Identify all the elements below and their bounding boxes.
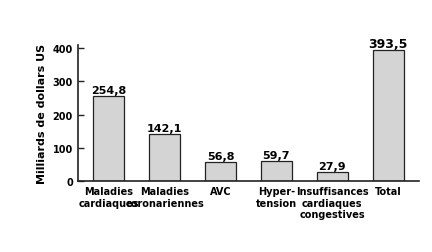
Y-axis label: Milliards de dollars US: Milliards de dollars US	[37, 44, 47, 183]
Bar	[205, 163, 236, 181]
Text: 27,9: 27,9	[318, 161, 346, 171]
Text: 56,8: 56,8	[206, 152, 234, 162]
Text: 393,5: 393,5	[368, 37, 408, 50]
Text: 142,1: 142,1	[147, 123, 182, 133]
Bar	[317, 172, 348, 181]
Bar	[261, 162, 292, 181]
Text: 59,7: 59,7	[263, 151, 290, 161]
Bar	[373, 51, 403, 181]
Text: 254,8: 254,8	[91, 86, 126, 96]
Bar	[93, 97, 124, 181]
Bar	[149, 134, 180, 181]
